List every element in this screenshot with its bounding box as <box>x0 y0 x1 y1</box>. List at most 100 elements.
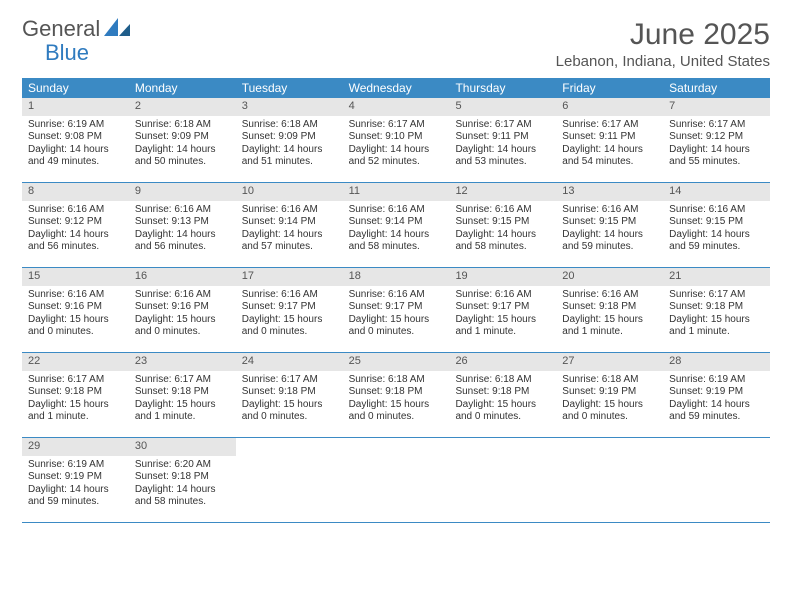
daylight-line2: and 1 minute. <box>455 326 550 339</box>
logo-text-blue: Blue <box>45 40 89 66</box>
day-number: 4 <box>343 98 450 116</box>
sunset-text: Sunset: 9:17 PM <box>242 301 337 314</box>
sunset-text: Sunset: 9:18 PM <box>349 386 444 399</box>
daylight-line2: and 1 minute. <box>28 411 123 424</box>
dow-monday: Monday <box>129 78 236 98</box>
day-cell: 20Sunrise: 6:16 AMSunset: 9:18 PMDayligh… <box>556 268 663 352</box>
day-body: Sunrise: 6:16 AMSunset: 9:14 PMDaylight:… <box>236 201 343 260</box>
logo: General <box>22 18 130 40</box>
day-cell: 11Sunrise: 6:16 AMSunset: 9:14 PMDayligh… <box>343 183 450 267</box>
daylight-line2: and 1 minute. <box>562 326 657 339</box>
sunset-text: Sunset: 9:18 PM <box>135 471 230 484</box>
day-number: 24 <box>236 353 343 371</box>
daylight-line1: Daylight: 14 hours <box>135 144 230 157</box>
sunrise-text: Sunrise: 6:16 AM <box>28 204 123 217</box>
day-cell: 16Sunrise: 6:16 AMSunset: 9:16 PMDayligh… <box>129 268 236 352</box>
day-number: 12 <box>449 183 556 201</box>
daylight-line2: and 0 minutes. <box>242 326 337 339</box>
daylight-line2: and 54 minutes. <box>562 156 657 169</box>
daylight-line1: Daylight: 14 hours <box>135 229 230 242</box>
day-body: Sunrise: 6:16 AMSunset: 9:15 PMDaylight:… <box>556 201 663 260</box>
day-cell: 24Sunrise: 6:17 AMSunset: 9:18 PMDayligh… <box>236 353 343 437</box>
day-cell: 29Sunrise: 6:19 AMSunset: 9:19 PMDayligh… <box>22 438 129 522</box>
sunrise-text: Sunrise: 6:16 AM <box>455 289 550 302</box>
daylight-line1: Daylight: 14 hours <box>455 229 550 242</box>
daylight-line1: Daylight: 14 hours <box>669 399 764 412</box>
day-cell: 1Sunrise: 6:19 AMSunset: 9:08 PMDaylight… <box>22 98 129 182</box>
sunrise-text: Sunrise: 6:18 AM <box>562 374 657 387</box>
day-cell: 21Sunrise: 6:17 AMSunset: 9:18 PMDayligh… <box>663 268 770 352</box>
sunrise-text: Sunrise: 6:18 AM <box>135 119 230 132</box>
sunrise-text: Sunrise: 6:16 AM <box>349 289 444 302</box>
daylight-line2: and 52 minutes. <box>349 156 444 169</box>
sunset-text: Sunset: 9:09 PM <box>135 131 230 144</box>
sunrise-text: Sunrise: 6:16 AM <box>242 289 337 302</box>
daylight-line2: and 59 minutes. <box>28 496 123 509</box>
daylight-line2: and 0 minutes. <box>135 326 230 339</box>
daylight-line2: and 51 minutes. <box>242 156 337 169</box>
daylight-line1: Daylight: 14 hours <box>28 484 123 497</box>
sunset-text: Sunset: 9:19 PM <box>669 386 764 399</box>
week-row: 1Sunrise: 6:19 AMSunset: 9:08 PMDaylight… <box>22 98 770 183</box>
sunrise-text: Sunrise: 6:17 AM <box>135 374 230 387</box>
daylight-line2: and 59 minutes. <box>669 241 764 254</box>
day-cell: 15Sunrise: 6:16 AMSunset: 9:16 PMDayligh… <box>22 268 129 352</box>
week-row: 29Sunrise: 6:19 AMSunset: 9:19 PMDayligh… <box>22 438 770 523</box>
day-body: Sunrise: 6:18 AMSunset: 9:09 PMDaylight:… <box>236 116 343 175</box>
day-number: 3 <box>236 98 343 116</box>
daylight-line1: Daylight: 15 hours <box>349 399 444 412</box>
sunrise-text: Sunrise: 6:16 AM <box>562 289 657 302</box>
day-body: Sunrise: 6:16 AMSunset: 9:14 PMDaylight:… <box>343 201 450 260</box>
sunset-text: Sunset: 9:18 PM <box>455 386 550 399</box>
daylight-line1: Daylight: 14 hours <box>349 229 444 242</box>
day-cell: 13Sunrise: 6:16 AMSunset: 9:15 PMDayligh… <box>556 183 663 267</box>
dow-wednesday: Wednesday <box>343 78 450 98</box>
daylight-line2: and 0 minutes. <box>28 326 123 339</box>
sunset-text: Sunset: 9:15 PM <box>669 216 764 229</box>
daylight-line1: Daylight: 15 hours <box>28 399 123 412</box>
sunrise-text: Sunrise: 6:18 AM <box>349 374 444 387</box>
logo-text-general: General <box>22 18 100 40</box>
daylight-line2: and 53 minutes. <box>455 156 550 169</box>
day-number: 6 <box>556 98 663 116</box>
sunset-text: Sunset: 9:15 PM <box>562 216 657 229</box>
sunset-text: Sunset: 9:12 PM <box>669 131 764 144</box>
daylight-line1: Daylight: 15 hours <box>28 314 123 327</box>
dow-header-row: Sunday Monday Tuesday Wednesday Thursday… <box>22 78 770 98</box>
day-body: Sunrise: 6:16 AMSunset: 9:12 PMDaylight:… <box>22 201 129 260</box>
day-cell: 19Sunrise: 6:16 AMSunset: 9:17 PMDayligh… <box>449 268 556 352</box>
sunset-text: Sunset: 9:11 PM <box>562 131 657 144</box>
sunset-text: Sunset: 9:16 PM <box>28 301 123 314</box>
day-number: 5 <box>449 98 556 116</box>
day-cell: 17Sunrise: 6:16 AMSunset: 9:17 PMDayligh… <box>236 268 343 352</box>
sunset-text: Sunset: 9:16 PM <box>135 301 230 314</box>
sunrise-text: Sunrise: 6:18 AM <box>242 119 337 132</box>
day-body: Sunrise: 6:17 AMSunset: 9:11 PMDaylight:… <box>449 116 556 175</box>
daylight-line1: Daylight: 14 hours <box>135 484 230 497</box>
sunset-text: Sunset: 9:17 PM <box>455 301 550 314</box>
day-body: Sunrise: 6:16 AMSunset: 9:17 PMDaylight:… <box>236 286 343 345</box>
day-cell: 25Sunrise: 6:18 AMSunset: 9:18 PMDayligh… <box>343 353 450 437</box>
sunset-text: Sunset: 9:10 PM <box>349 131 444 144</box>
sunrise-text: Sunrise: 6:17 AM <box>562 119 657 132</box>
day-body: Sunrise: 6:17 AMSunset: 9:11 PMDaylight:… <box>556 116 663 175</box>
day-body: Sunrise: 6:18 AMSunset: 9:09 PMDaylight:… <box>129 116 236 175</box>
sunset-text: Sunset: 9:13 PM <box>135 216 230 229</box>
day-number: 19 <box>449 268 556 286</box>
sunrise-text: Sunrise: 6:16 AM <box>28 289 123 302</box>
day-cell: 27Sunrise: 6:18 AMSunset: 9:19 PMDayligh… <box>556 353 663 437</box>
day-cell: 30Sunrise: 6:20 AMSunset: 9:18 PMDayligh… <box>129 438 236 522</box>
sunset-text: Sunset: 9:18 PM <box>135 386 230 399</box>
day-body: Sunrise: 6:16 AMSunset: 9:17 PMDaylight:… <box>449 286 556 345</box>
daylight-line2: and 59 minutes. <box>562 241 657 254</box>
sunset-text: Sunset: 9:19 PM <box>562 386 657 399</box>
sunset-text: Sunset: 9:15 PM <box>455 216 550 229</box>
daylight-line2: and 1 minute. <box>669 326 764 339</box>
daylight-line2: and 50 minutes. <box>135 156 230 169</box>
daylight-line2: and 0 minutes. <box>455 411 550 424</box>
day-cell <box>236 438 343 522</box>
sunrise-text: Sunrise: 6:16 AM <box>135 289 230 302</box>
day-number: 28 <box>663 353 770 371</box>
day-cell: 4Sunrise: 6:17 AMSunset: 9:10 PMDaylight… <box>343 98 450 182</box>
daylight-line1: Daylight: 15 hours <box>455 314 550 327</box>
